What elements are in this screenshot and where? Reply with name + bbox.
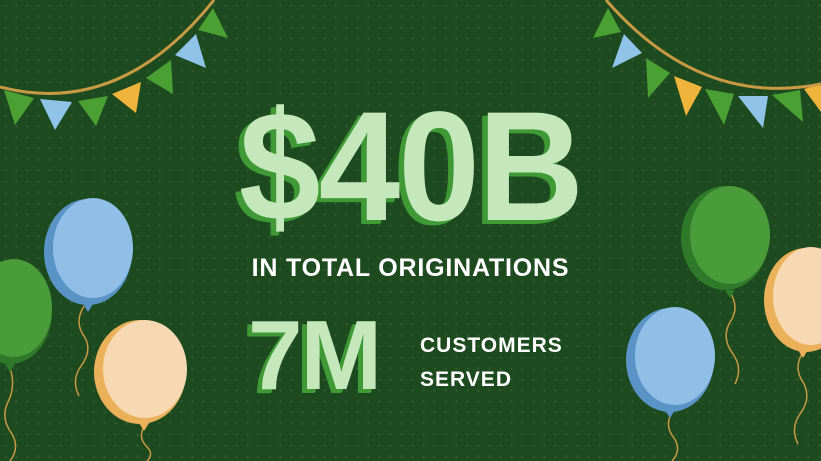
customers-count: 7M bbox=[248, 300, 382, 410]
headline-amount: $40B bbox=[238, 80, 584, 254]
balloon-cream-left bbox=[94, 320, 187, 461]
balloon-green-right bbox=[681, 186, 770, 385]
headline-caption: IN TOTAL ORIGINATIONS bbox=[251, 254, 570, 282]
balloon-green-left bbox=[0, 259, 52, 461]
customers-label-line2: SERVED bbox=[420, 368, 512, 391]
balloon-cream-right bbox=[764, 247, 821, 445]
customers-label: CUSTOMERS SERVED bbox=[420, 329, 563, 397]
bunting-left bbox=[0, 0, 228, 130]
balloon-blue-right bbox=[626, 307, 715, 461]
balloon-blue-left bbox=[44, 198, 133, 397]
bunting-right bbox=[593, 0, 821, 128]
customers-label-line1: CUSTOMERS bbox=[420, 334, 563, 357]
